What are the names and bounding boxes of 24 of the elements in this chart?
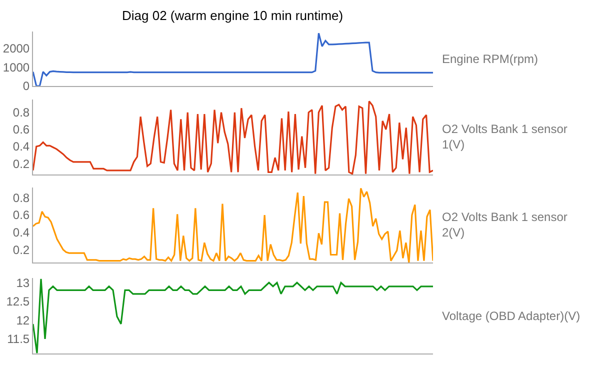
y-tick-label: 0.4	[12, 226, 30, 240]
y-tick-label: 0.2	[12, 242, 30, 257]
y-tick-label: 0.8	[12, 106, 30, 120]
line-series	[33, 278, 433, 354]
y-tick-label: 2000	[2, 41, 30, 56]
y-tick-label: 0	[22, 79, 30, 94]
line-series	[33, 187, 433, 263]
y-tick-label: 13	[16, 276, 30, 290]
y-tick-label: 0.4	[12, 140, 30, 154]
text: Voltage (OBD Adapter)(V)	[442, 309, 580, 323]
chart-title: Diag 02 (warm engine 10 min runtime)	[122, 8, 344, 23]
y-tick-label: 12.5	[6, 294, 30, 309]
y-tick-label: 1000	[2, 60, 30, 74]
y-tick-label: 12	[16, 313, 30, 328]
y-tick-label: 0.6	[12, 122, 30, 137]
y-tick-label: 0.8	[12, 190, 30, 205]
y-tick-label: 0.2	[12, 156, 30, 171]
y-tick-label: 0.6	[12, 208, 30, 222]
y-tick-label: 11.5	[7, 332, 30, 346]
series-label: O2 Volts Bank 1 sensor 1(V)	[442, 122, 568, 152]
series-label: Engine RPM(rpm)	[442, 52, 538, 66]
series-label: O2 Volts Bank 1 sensor 2(V)	[442, 210, 568, 240]
line-series	[33, 32, 433, 86]
line-series	[33, 100, 433, 175]
